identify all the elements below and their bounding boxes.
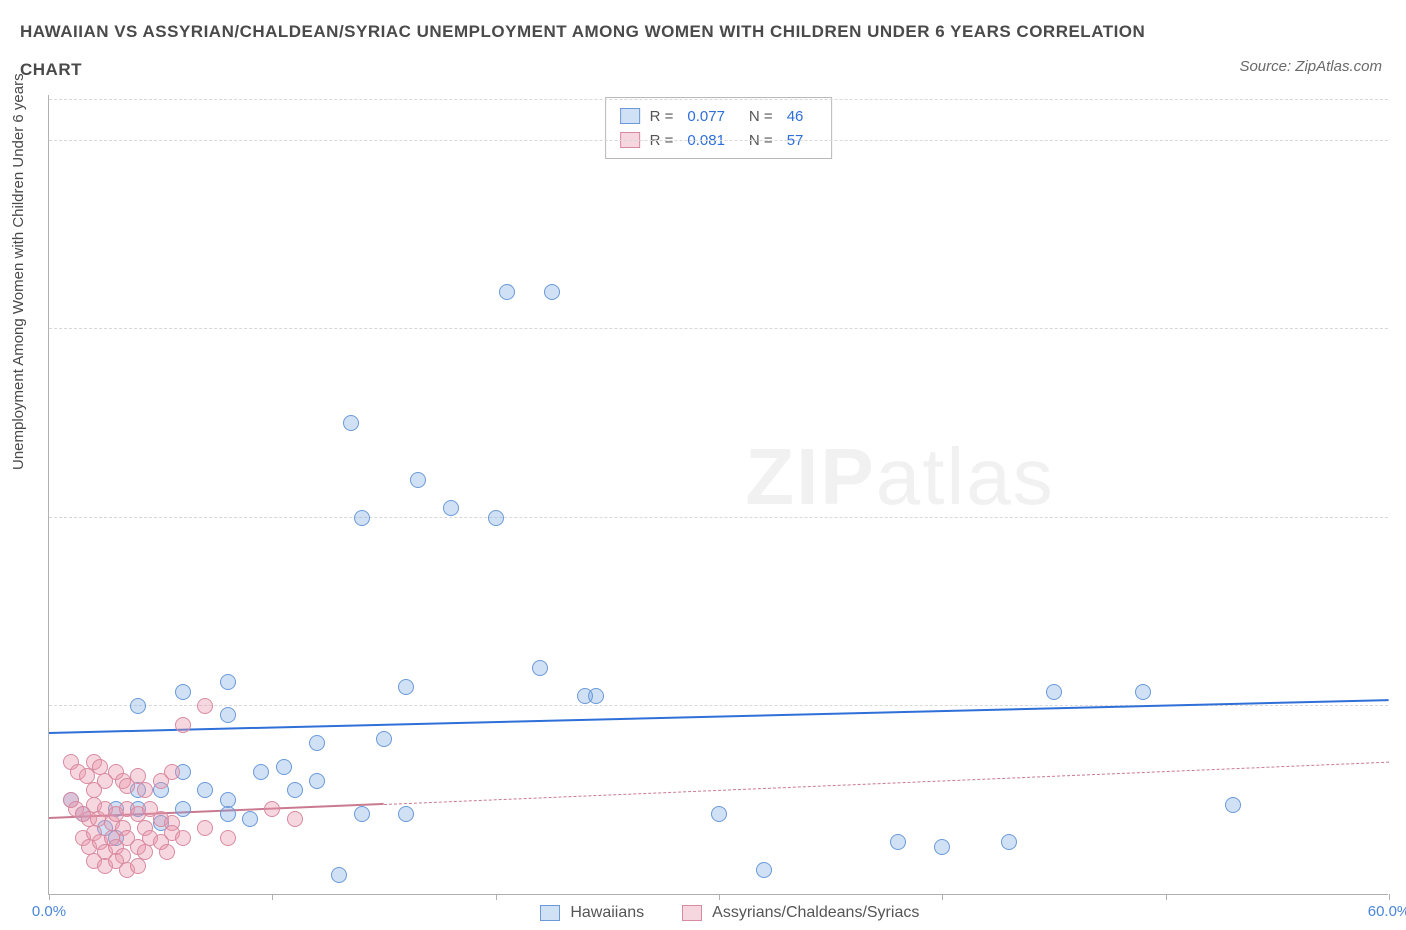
data-point-hawaiians bbox=[577, 688, 593, 704]
data-point-hawaiians bbox=[331, 867, 347, 883]
data-point-hawaiians bbox=[253, 764, 269, 780]
data-point-hawaiians bbox=[197, 782, 213, 798]
data-point-hawaiians bbox=[354, 806, 370, 822]
legend-swatch bbox=[540, 905, 560, 921]
source-credit: Source: ZipAtlas.com bbox=[1239, 58, 1382, 75]
x-tick-label: 60.0% bbox=[1368, 903, 1406, 920]
data-point-hawaiians bbox=[220, 707, 236, 723]
data-point-hawaiians bbox=[1001, 834, 1017, 850]
x-tick bbox=[942, 894, 943, 900]
data-point-hawaiians bbox=[544, 284, 560, 300]
legend-swatch bbox=[620, 108, 640, 124]
data-point-hawaiians bbox=[220, 674, 236, 690]
gridline bbox=[49, 140, 1388, 141]
x-tick-label: 0.0% bbox=[32, 903, 66, 920]
r-value: 0.077 bbox=[687, 108, 725, 125]
legend-swatch bbox=[682, 905, 702, 921]
x-tick bbox=[719, 894, 720, 900]
data-point-hawaiians bbox=[488, 510, 504, 526]
data-point-assyrians bbox=[197, 698, 213, 714]
data-point-hawaiians bbox=[130, 698, 146, 714]
x-tick bbox=[49, 894, 50, 900]
x-tick bbox=[496, 894, 497, 900]
data-point-assyrians bbox=[197, 820, 213, 836]
data-point-hawaiians bbox=[410, 472, 426, 488]
data-point-assyrians bbox=[287, 811, 303, 827]
scatter-chart: ZIPatlas R =0.077N =46R =0.081N =57 20.0… bbox=[48, 95, 1388, 895]
x-tick bbox=[1166, 894, 1167, 900]
legend-stat-row-hawaiians: R = 0.077 N = 46 bbox=[620, 104, 818, 128]
legend-label: Assyrians/Chaldeans/Syriacs bbox=[712, 904, 919, 922]
data-point-hawaiians bbox=[287, 782, 303, 798]
data-point-hawaiians bbox=[276, 759, 292, 775]
data-point-hawaiians bbox=[309, 735, 325, 751]
data-point-hawaiians bbox=[711, 806, 727, 822]
n-label: N = bbox=[749, 108, 773, 125]
data-point-hawaiians bbox=[890, 834, 906, 850]
data-point-assyrians bbox=[164, 764, 180, 780]
x-tick bbox=[1389, 894, 1390, 900]
data-point-hawaiians bbox=[343, 415, 359, 431]
data-point-assyrians bbox=[175, 717, 191, 733]
data-point-assyrians bbox=[220, 830, 236, 846]
data-point-hawaiians bbox=[242, 811, 258, 827]
data-point-assyrians bbox=[264, 801, 280, 817]
data-point-hawaiians bbox=[309, 773, 325, 789]
data-point-hawaiians bbox=[376, 731, 392, 747]
data-point-hawaiians bbox=[398, 679, 414, 695]
y-axis-label: Unemployment Among Women with Children U… bbox=[10, 73, 27, 470]
data-point-hawaiians bbox=[499, 284, 515, 300]
gridline bbox=[49, 517, 1388, 518]
data-point-hawaiians bbox=[175, 684, 191, 700]
data-point-hawaiians bbox=[532, 660, 548, 676]
correlation-stats-legend: R =0.077N =46R =0.081N =57 bbox=[605, 97, 833, 159]
data-point-hawaiians bbox=[756, 862, 772, 878]
data-point-assyrians bbox=[130, 858, 146, 874]
legend-label: Hawaiians bbox=[570, 904, 644, 922]
data-point-hawaiians bbox=[1135, 684, 1151, 700]
data-point-hawaiians bbox=[934, 839, 950, 855]
data-point-hawaiians bbox=[1225, 797, 1241, 813]
data-point-assyrians bbox=[137, 782, 153, 798]
chart-title-line2: CHART bbox=[20, 60, 82, 80]
data-point-hawaiians bbox=[443, 500, 459, 516]
data-point-hawaiians bbox=[398, 806, 414, 822]
chart-title-line1: HAWAIIAN VS ASSYRIAN/CHALDEAN/SYRIAC UNE… bbox=[20, 22, 1145, 42]
data-point-hawaiians bbox=[1046, 684, 1062, 700]
data-point-assyrians bbox=[175, 830, 191, 846]
legend-bottom: Hawaiians Assyrians/Chaldeans/Syriacs bbox=[540, 904, 947, 922]
r-label: R = bbox=[650, 108, 674, 125]
data-point-assyrians bbox=[159, 844, 175, 860]
data-point-hawaiians bbox=[175, 801, 191, 817]
data-point-hawaiians bbox=[220, 806, 236, 822]
n-value: 46 bbox=[787, 108, 804, 125]
x-tick bbox=[272, 894, 273, 900]
gridline bbox=[49, 99, 1388, 100]
gridline bbox=[49, 328, 1388, 329]
data-point-hawaiians bbox=[354, 510, 370, 526]
watermark: ZIPatlas bbox=[745, 431, 1054, 523]
